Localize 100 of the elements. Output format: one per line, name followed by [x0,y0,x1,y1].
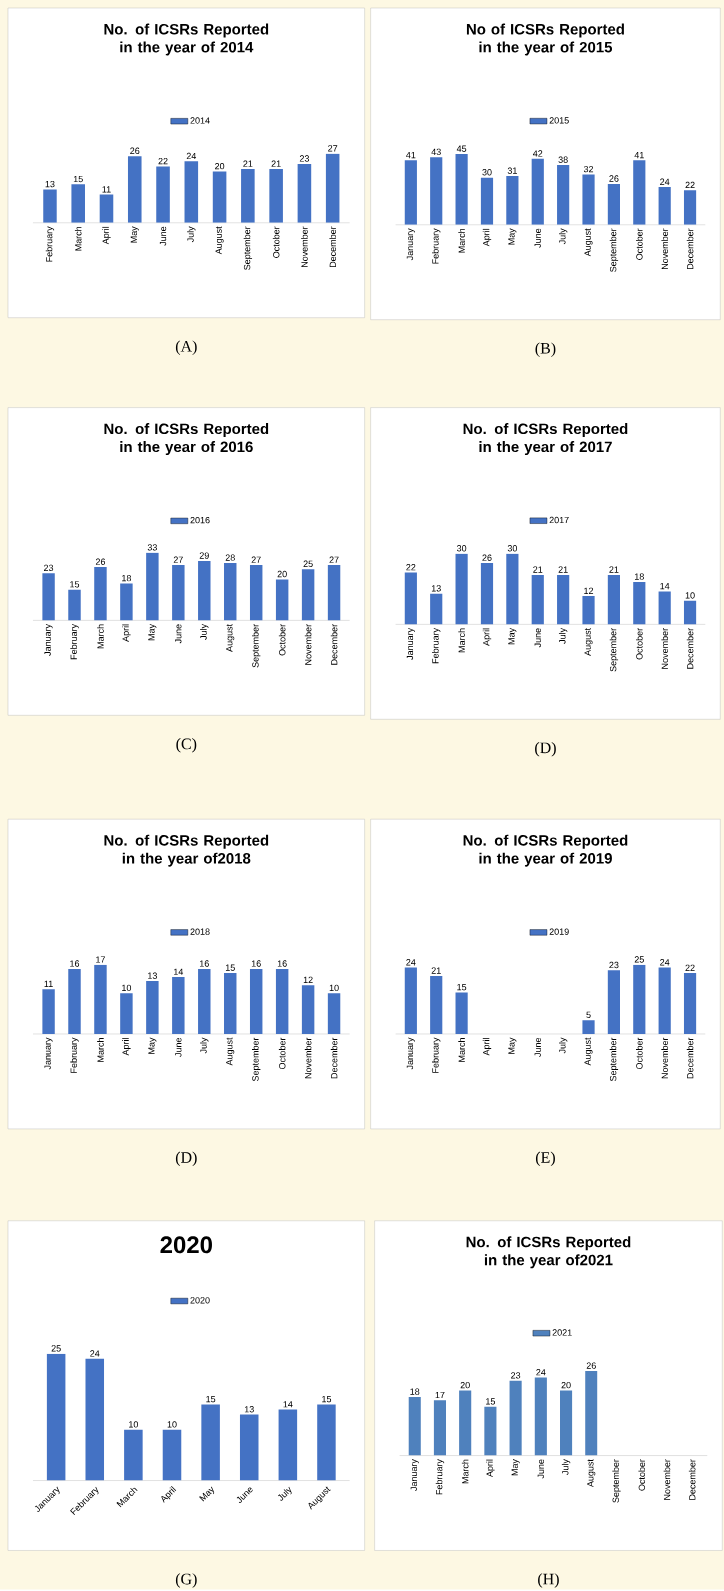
data-label: 15 [485,1398,495,1405]
bar [71,184,85,223]
data-label: 14 [660,583,670,590]
x-tick-label: March [458,1038,465,1062]
x-tick-label: May [508,1037,517,1054]
bar [404,160,417,225]
x-tick-label: November [661,228,668,270]
data-label: 21 [271,160,281,167]
x-tick-label: March [97,624,104,649]
bar [509,1380,522,1456]
chart-title: No. of ICSRs Reported in the year of 2017 [463,423,628,456]
x-tick-label: June [534,1037,541,1057]
bar [582,174,595,225]
x-tick-label: August [584,228,593,257]
data-label: 12 [303,976,313,983]
data-label: 26 [130,147,140,154]
data-label: 29 [199,552,209,559]
x-tick-label: January [44,623,53,656]
data-label: 24 [90,1350,100,1357]
bar [633,160,646,225]
data-label: 13 [147,972,157,979]
data-label: 20 [277,570,287,578]
bar [480,177,493,225]
x-tick-label: May [511,1459,520,1476]
x-tick-label: January [406,228,415,261]
x-tick-label: June [534,628,541,648]
bar [325,153,340,223]
data-label: 24 [536,1369,546,1376]
x-tick-label: November [661,1037,668,1079]
data-label: 41 [634,151,644,159]
bar [275,579,289,621]
x-tick-label: July [558,228,568,245]
data-label: 16 [277,960,287,967]
x-tick-label: July [199,1037,209,1054]
bar [68,968,81,1034]
bar [658,187,671,225]
data-label: 24 [660,959,670,966]
bar [607,183,620,225]
data-label: 16 [251,960,261,967]
data-label: 10 [685,592,695,599]
legend-label: 2017 [549,516,569,524]
data-label: 41 [405,151,416,159]
x-tick-label: March [97,1038,104,1062]
bar [46,1353,66,1481]
data-label: 23 [299,155,309,162]
bar [240,169,255,223]
bar [404,572,417,625]
legend-label: 2015 [549,117,569,124]
data-label: 23 [609,961,619,969]
x-tick-label: September [609,628,618,672]
x-tick-label: October [635,1037,643,1070]
bar [201,1404,220,1481]
bar [404,967,417,1034]
bar [683,190,697,225]
bar [146,981,159,1034]
x-tick-label: October [635,628,643,660]
bar [275,968,289,1034]
bar [249,565,263,621]
bar [408,1397,421,1456]
bar [42,989,55,1034]
bar [534,1377,547,1456]
x-tick-label: November [304,1037,312,1079]
data-label: 26 [95,558,105,565]
x-tick-label: December [688,1459,696,1500]
x-tick-label: June [534,228,541,248]
text: (A) [175,340,197,355]
chart-title: No. of ICSRs Reported in the year of2018 [104,834,269,867]
bar [458,1390,472,1456]
data-label: 13 [244,1406,254,1413]
data-label: 15 [206,1395,216,1403]
x-tick-label: February [431,1037,441,1073]
x-tick-label: November [304,624,312,665]
data-label: 26 [609,175,619,182]
bar [297,163,312,223]
data-label: 22 [685,964,695,971]
data-label: 24 [660,178,670,185]
legend-label: 2020 [190,1297,210,1304]
data-label: 23 [43,564,54,572]
data-label: 22 [406,564,416,571]
bar [120,993,133,1034]
text: (E) [535,1151,555,1167]
chart-title: No. of ICSRs Reported in the year of 2014 [104,23,269,56]
bar [123,1429,143,1481]
x-tick-label: October [272,226,280,258]
data-label: 27 [328,145,338,152]
x-tick-label: April [482,228,492,247]
data-label: 21 [558,566,568,573]
x-tick-label: November [663,1459,671,1500]
bar [327,565,341,621]
bar [559,1390,572,1456]
data-label: 21 [243,160,253,167]
data-label: 28 [225,554,235,561]
data-label: 20 [214,162,225,170]
data-label: 33 [147,544,157,551]
bar [85,1358,104,1481]
data-label: 15 [322,1395,331,1403]
bar [455,553,468,625]
data-label: 16 [70,960,79,967]
x-tick-label: July [558,1037,568,1054]
x-tick-label: April [482,628,492,646]
